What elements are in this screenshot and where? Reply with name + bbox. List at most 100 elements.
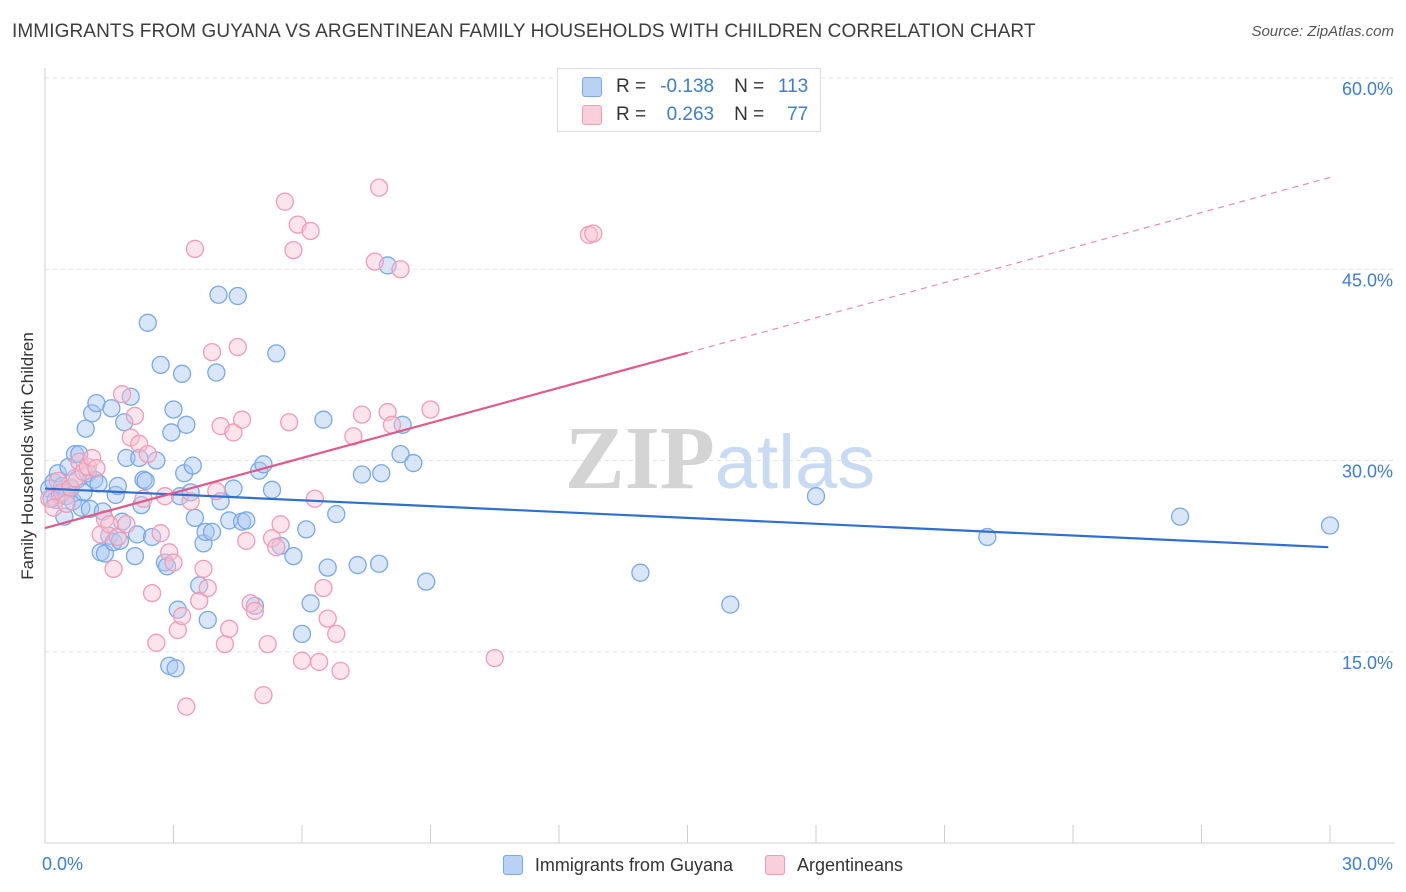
- data-point-guyana: [172, 364, 192, 383]
- data-point-argentineans: [181, 492, 200, 511]
- legend-row-guyana: R = -0.138 N = 113: [582, 73, 808, 101]
- data-point-argentineans: [108, 527, 127, 547]
- data-point-guyana: [262, 480, 282, 499]
- x-tick-label: 0.0%: [42, 854, 83, 874]
- data-point-guyana: [404, 453, 423, 473]
- data-point-argentineans: [327, 624, 346, 644]
- data-point-guyana: [314, 410, 333, 429]
- data-point-argentineans: [185, 239, 205, 259]
- data-point-argentineans: [164, 553, 183, 572]
- data-point-guyana: [115, 413, 134, 432]
- legend-row-argentineans: R = 0.263 N = 77: [582, 101, 808, 129]
- data-point-argentineans: [215, 634, 235, 654]
- data-point-guyana: [202, 522, 222, 542]
- data-point-guyana: [151, 355, 170, 375]
- data-point-argentineans: [292, 651, 312, 670]
- data-point-argentineans: [220, 619, 239, 638]
- data-point-argentineans: [271, 515, 290, 534]
- data-point-guyana: [318, 558, 337, 577]
- legend-r-value: -0.138: [660, 76, 715, 97]
- data-point-argentineans: [262, 529, 282, 548]
- data-point-argentineans: [258, 634, 277, 654]
- data-point-argentineans: [194, 559, 213, 579]
- data-point-guyana: [102, 399, 121, 418]
- data-point-argentineans: [309, 652, 329, 672]
- trend-extension-argentineans: [687, 176, 1331, 354]
- data-point-argentineans: [284, 240, 303, 260]
- data-point-guyana: [164, 400, 183, 419]
- data-point-guyana: [348, 555, 367, 575]
- data-point-guyana: [108, 476, 127, 496]
- stats-legend: R = -0.138 N = 113 R = 0.263 N = 77: [557, 68, 821, 132]
- legend-r-label: R =: [616, 76, 647, 97]
- data-point-argentineans: [352, 405, 372, 424]
- y-tick-label: 45.0%: [1342, 270, 1393, 290]
- legend-r-value: 0.263: [666, 104, 715, 125]
- trend-line-guyana: [44, 487, 1329, 549]
- data-point-guyana: [284, 546, 303, 566]
- data-point-guyana: [267, 344, 286, 363]
- data-point-guyana: [391, 444, 410, 464]
- legend-swatch-argentineans: [582, 105, 602, 125]
- x-tick-label: 30.0%: [1342, 854, 1393, 874]
- data-point-guyana: [237, 511, 256, 530]
- data-point-guyana: [207, 363, 226, 382]
- legend-swatch-guyana: [582, 77, 602, 97]
- data-point-guyana: [162, 423, 181, 442]
- data-point-argentineans: [228, 337, 247, 357]
- data-point-argentineans: [275, 192, 295, 211]
- data-point-argentineans: [318, 609, 337, 628]
- series-swatch-argentineans: [764, 855, 785, 875]
- data-point-argentineans: [301, 221, 320, 241]
- watermark-atlas: atlas: [715, 420, 876, 505]
- data-point-argentineans: [172, 606, 192, 626]
- data-point-argentineans: [485, 648, 504, 668]
- watermark-zip: ZIP: [565, 409, 715, 508]
- data-point-argentineans: [254, 685, 273, 705]
- data-point-guyana: [224, 479, 243, 498]
- data-point-guyana: [352, 465, 372, 484]
- data-point-guyana: [228, 286, 247, 306]
- data-point-argentineans: [190, 591, 209, 610]
- data-point-argentineans: [147, 633, 166, 652]
- data-point-guyana: [631, 563, 650, 582]
- data-point-argentineans: [391, 260, 410, 279]
- series-legend-label: Argentineans: [796, 854, 904, 875]
- data-point-argentineans: [202, 342, 222, 362]
- watermark: ZIPatlas: [565, 409, 876, 508]
- data-point-argentineans: [138, 444, 157, 464]
- data-point-guyana: [327, 504, 346, 524]
- data-point-guyana: [185, 508, 205, 528]
- data-point-argentineans: [151, 524, 170, 543]
- data-point-argentineans: [82, 448, 102, 468]
- data-point-guyana: [142, 527, 162, 547]
- legend-r-label: R =: [616, 104, 647, 125]
- data-point-guyana: [369, 554, 389, 573]
- data-point-guyana: [1320, 516, 1340, 535]
- data-point-argentineans: [232, 410, 252, 429]
- data-point-guyana: [183, 456, 202, 475]
- series-legend-item-argentineans: Argentineans: [764, 854, 904, 876]
- series-swatch-guyana: [502, 855, 523, 875]
- data-point-guyana: [166, 659, 185, 678]
- data-point-argentineans: [160, 543, 179, 562]
- legend-n-label: N =: [734, 104, 765, 125]
- data-point-guyana: [136, 471, 155, 491]
- data-point-guyana: [89, 474, 108, 493]
- data-point-argentineans: [245, 601, 265, 621]
- data-point-argentineans: [314, 578, 333, 598]
- data-point-argentineans: [104, 559, 123, 579]
- data-point-guyana: [82, 404, 102, 423]
- data-point-guyana: [198, 610, 217, 630]
- chart-source: Source: ZipAtlas.com: [1251, 23, 1394, 40]
- data-point-argentineans: [117, 515, 136, 534]
- chart-title: IMMIGRANTS FROM GUYANA VS ARGENTINEAN FA…: [12, 21, 1036, 42]
- data-point-argentineans: [421, 400, 440, 419]
- series-legend-item-guyana: Immigrants from Guyana: [502, 855, 733, 876]
- data-point-guyana: [125, 546, 145, 566]
- data-point-argentineans: [267, 538, 286, 557]
- data-point-argentineans: [305, 489, 325, 508]
- data-point-argentineans: [237, 531, 256, 550]
- data-point-guyana: [138, 313, 157, 332]
- data-point-guyana: [209, 285, 228, 304]
